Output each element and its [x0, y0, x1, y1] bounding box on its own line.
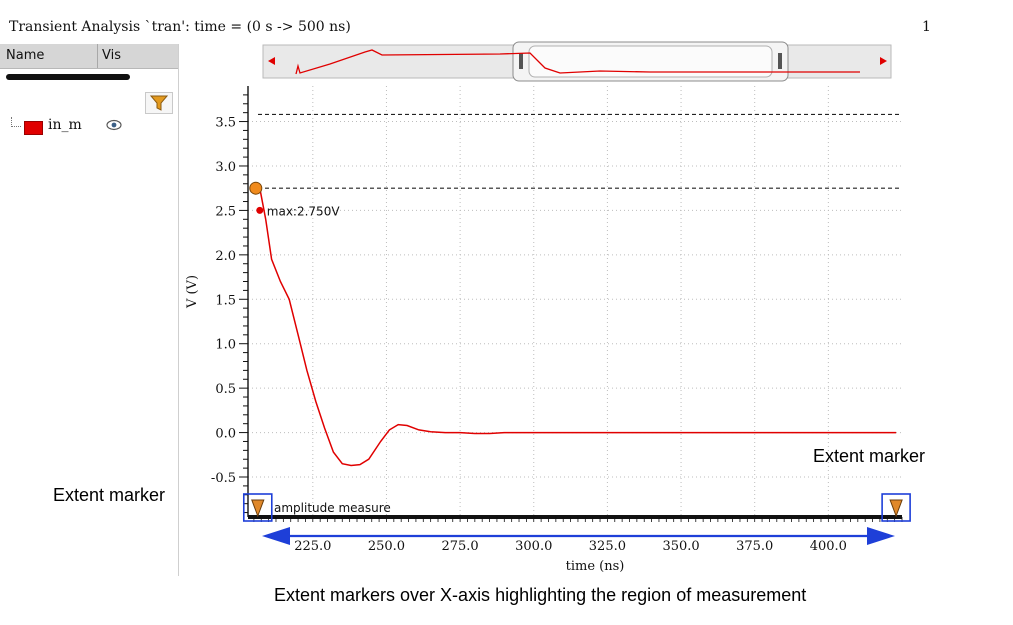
vis-column-header[interactable]: Vis: [102, 48, 121, 63]
eye-icon[interactable]: [106, 119, 122, 131]
x-axis-line: [248, 515, 902, 519]
max-point-marker: [256, 206, 264, 214]
y-tick-label: 0.5: [215, 382, 236, 397]
extent-marker-left-annotation: Extent marker: [53, 485, 166, 505]
extent-marker-right-annotation: Extent marker: [813, 446, 926, 466]
filter-icon: [149, 95, 169, 111]
filter-button[interactable]: [145, 92, 173, 114]
page-number: 1: [922, 19, 931, 35]
waveform-in-m[interactable]: [259, 188, 897, 467]
y-tick-label: 0.0: [215, 427, 236, 442]
overview-right-handle[interactable]: [778, 53, 782, 69]
y-tick-label: 3.0: [215, 160, 236, 175]
x-tick-label: 225.0: [294, 539, 331, 554]
signal-list-header: Name Vis: [0, 44, 178, 69]
y-axis-label: V (V): [185, 275, 200, 309]
region-arrow-left-icon: [262, 527, 290, 545]
signal-name-in-m[interactable]: in_m: [48, 117, 82, 133]
y-tick-label: 2.0: [215, 249, 236, 264]
x-tick-label: 250.0: [368, 539, 405, 554]
max-value-label: max:2.750V: [267, 204, 341, 218]
overview-left-handle[interactable]: [519, 53, 523, 69]
signal-color-swatch[interactable]: [24, 121, 43, 135]
extent-marker-start-icon[interactable]: [251, 499, 265, 518]
extent-marker-end-icon[interactable]: [889, 499, 903, 518]
x-tick-label: 350.0: [662, 539, 699, 554]
region-arrow-right-icon: [867, 527, 895, 545]
extent-marker-start-box: [242, 493, 273, 522]
overview-left-arrow-icon[interactable]: [268, 57, 275, 65]
overview-waveform: [295, 49, 860, 75]
x-tick-label: 325.0: [589, 539, 626, 554]
extent-marker-end-box: [881, 493, 911, 522]
tree-connector: [11, 117, 21, 127]
x-tick-label: 375.0: [736, 539, 773, 554]
x-tick-label: 275.0: [441, 539, 478, 554]
x-tick-label: 400.0: [810, 539, 847, 554]
signal-list-panel: Name Vis in_m: [0, 44, 179, 576]
horizontal-scrollbar[interactable]: [6, 74, 130, 80]
y-tick-label: -0.5: [211, 471, 236, 486]
y-tick-label: 3.5: [215, 116, 236, 131]
x-axis-label: time (ns): [566, 559, 625, 574]
y-tick-label: 1.5: [215, 293, 236, 308]
x-tick-label: 300.0: [515, 539, 552, 554]
overview-right-arrow-icon[interactable]: [880, 57, 887, 65]
y-tick-label: 2.5: [215, 204, 236, 219]
overview-window-inner: [528, 45, 773, 78]
measure-label: amplitude measure: [274, 501, 391, 515]
region-caption: Extent markers over X-axis highlighting …: [274, 585, 807, 605]
window-title: Transient Analysis `tran': time = (0 s -…: [9, 19, 351, 35]
name-column-header[interactable]: Name: [6, 48, 45, 63]
column-separator[interactable]: [97, 44, 98, 68]
y-tick-label: 1.0: [215, 338, 236, 353]
max-marker-handle[interactable]: [249, 181, 263, 195]
